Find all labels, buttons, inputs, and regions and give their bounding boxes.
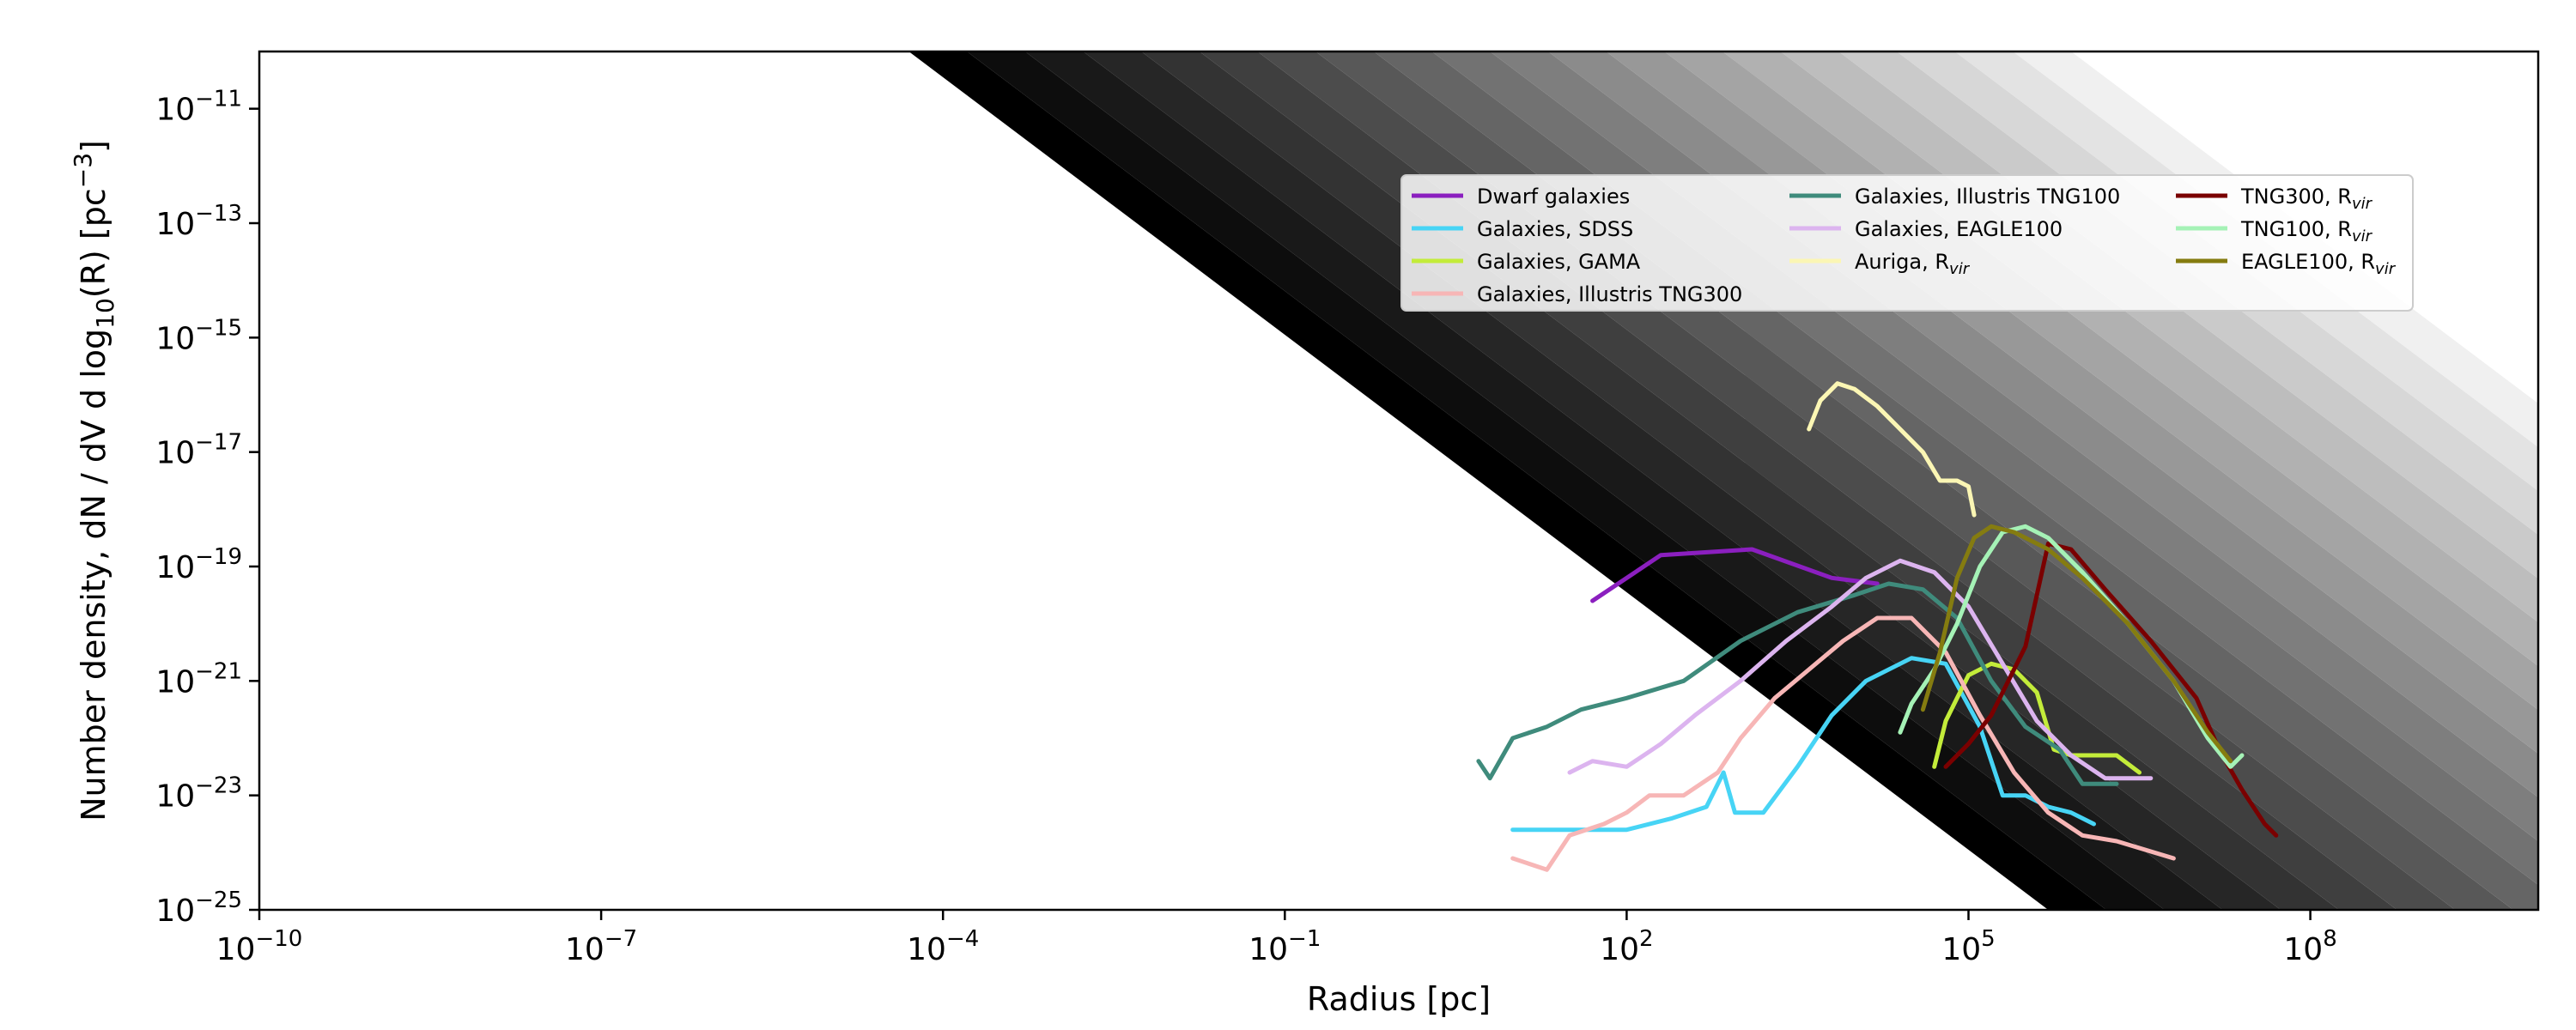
y-tick-label: 10−19	[155, 544, 242, 585]
plot-frame	[258, 50, 2540, 912]
x-tick-label: 10−7	[565, 926, 637, 967]
legend-label: Galaxies, Illustris TNG100	[1855, 185, 2120, 209]
series-line-2	[1510, 656, 2096, 833]
y-axis-label: Number density, dN / dV d log10(R) [pc−3…	[69, 140, 119, 821]
legend-label: Galaxies, Illustris TNG300	[1477, 282, 1742, 306]
x-tick-label: 10−4	[907, 926, 979, 967]
series-line-7	[1807, 381, 1977, 518]
x-axis-label: Radius [pc]	[1307, 980, 1491, 1018]
series-line-4	[1510, 615, 2176, 872]
legend-label: EAGLE100, Rvir	[2241, 250, 2397, 278]
background-band	[1083, 52, 2281, 910]
series-line-6	[1567, 558, 2154, 781]
x-tick-label: 10−1	[1249, 926, 1321, 967]
background-band	[1024, 52, 2223, 910]
x-tick-label: 102	[1600, 926, 1653, 967]
y-tick-label: 10−25	[155, 888, 242, 929]
x-tick-label: 105	[1941, 926, 1995, 967]
series-line-5	[1476, 581, 2119, 786]
background-band	[1490, 52, 2538, 842]
legend-label: Dwarf galaxies	[1477, 185, 1630, 209]
series-line-8	[1943, 541, 2279, 838]
y-axis: 10−25 10−23 10−21 10−19 10−17 10−15 10−13 10−11	[155, 87, 259, 929]
y-tick-label: 10−11	[155, 87, 242, 128]
y-tick-label: 10−17	[155, 430, 242, 471]
legend-label: Galaxies, GAMA	[1477, 250, 1641, 274]
x-tick-label: 10−10	[216, 926, 303, 967]
background-band	[908, 52, 2107, 910]
background-band	[1547, 52, 2538, 798]
y-tick-label: 10−13	[155, 201, 242, 242]
legend-label: TNG100, Rvir	[2240, 217, 2373, 245]
background-band	[967, 52, 2165, 910]
x-tick-label: 108	[2283, 926, 2336, 967]
y-tick-label: 10−21	[155, 658, 242, 700]
legend-label: Galaxies, SDSS	[1477, 217, 1633, 241]
x-axis: 10−10 10−7 10−4 10−1 102 105 108	[216, 910, 2337, 967]
y-tick-label: 10−15	[155, 315, 242, 356]
legend-label: TNG300, Rvir	[2240, 185, 2373, 213]
legend-label: Galaxies, EAGLE100	[1855, 217, 2063, 241]
legend-label: Auriga, Rvir	[1855, 250, 1971, 278]
legend-box	[1400, 174, 2414, 312]
legend: Dwarf galaxies Galaxies, SDSS Galaxies, GA…	[1400, 174, 2414, 312]
series-line-1	[1590, 547, 1880, 603]
y-tick-label: 10−23	[155, 773, 242, 815]
series-lines	[1476, 381, 2279, 872]
series-line-10	[1920, 524, 2233, 764]
